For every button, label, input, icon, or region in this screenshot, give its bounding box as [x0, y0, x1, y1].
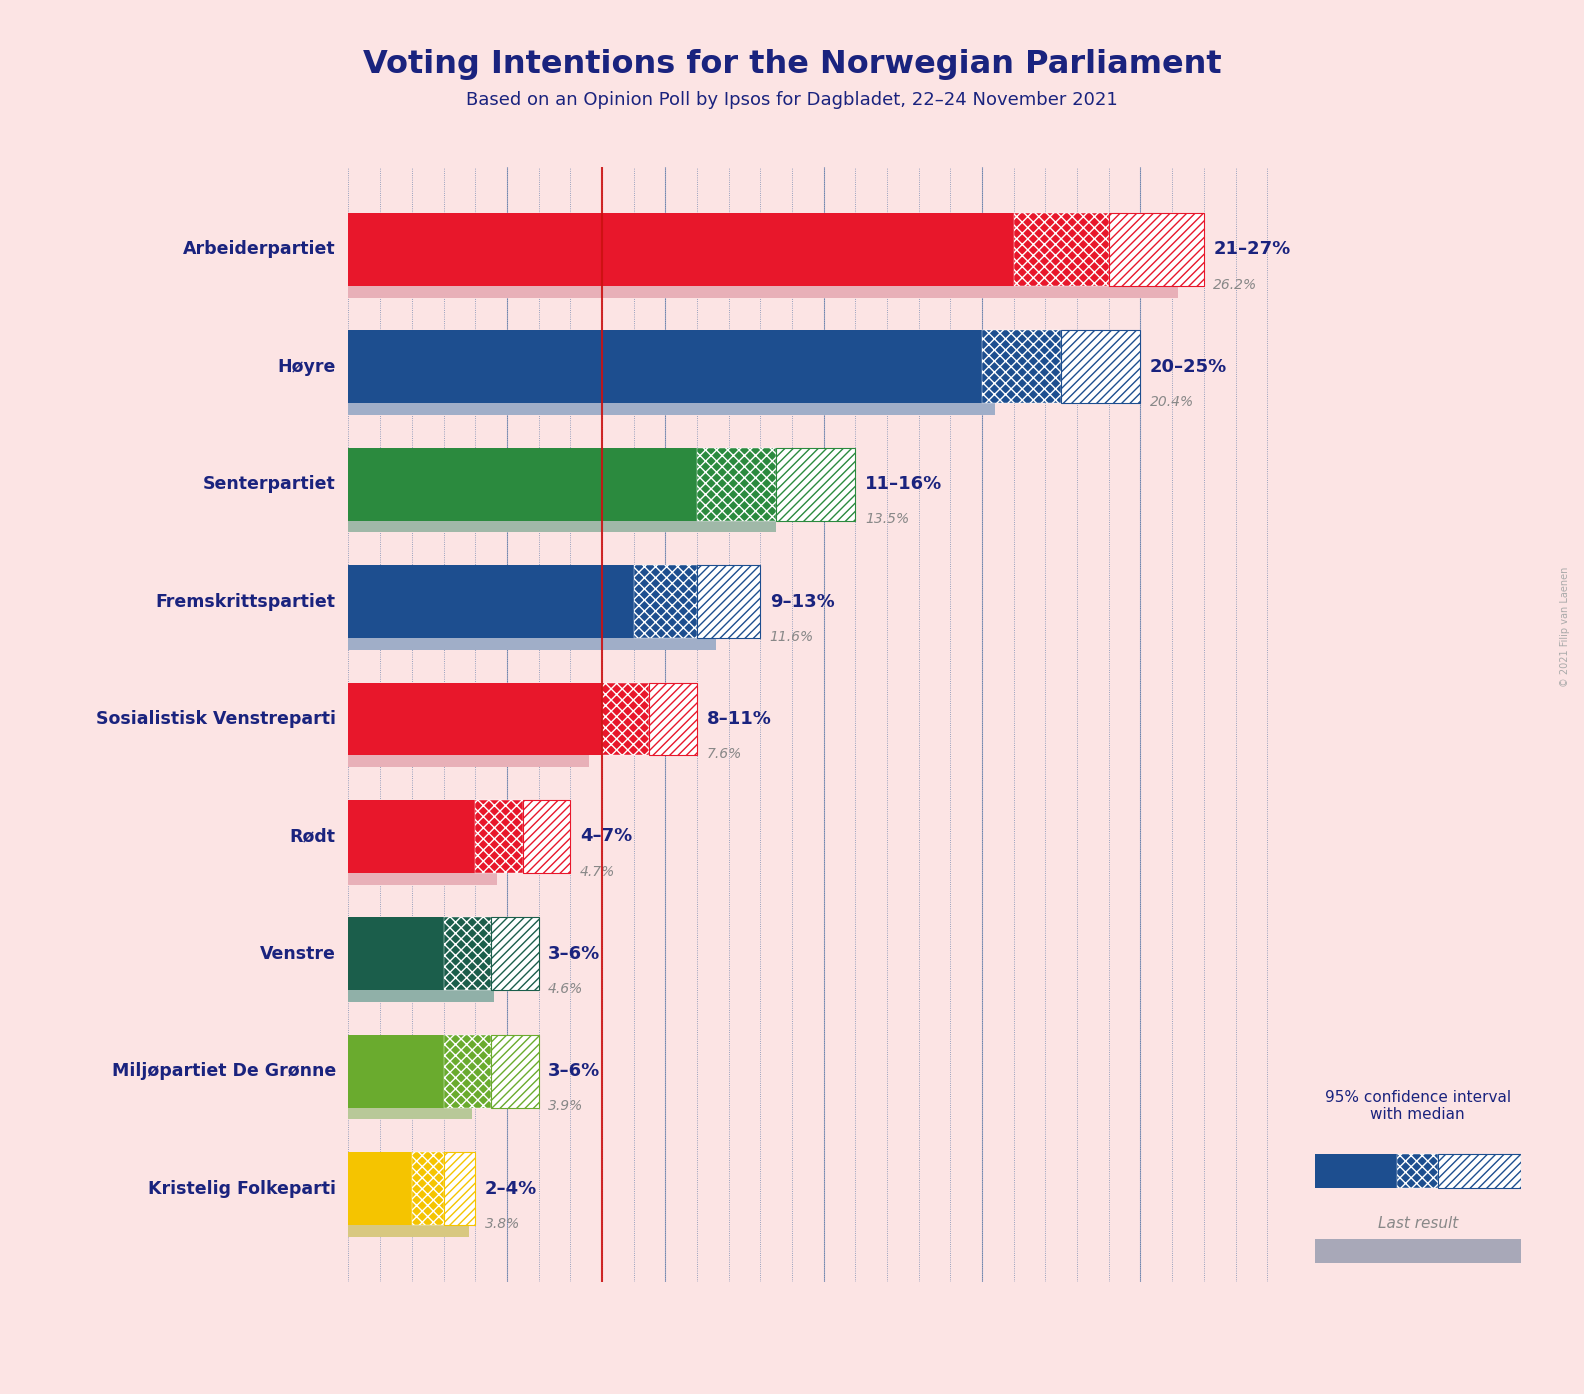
Bar — [444, 917, 491, 990]
Bar — [1315, 1154, 1397, 1188]
Bar — [1315, 1239, 1521, 1263]
Bar — [348, 1153, 412, 1225]
Bar — [1061, 330, 1140, 403]
Text: Venstre: Venstre — [260, 945, 336, 963]
Text: 11–16%: 11–16% — [865, 475, 942, 493]
Text: Høyre: Høyre — [277, 358, 336, 376]
Text: 4.6%: 4.6% — [548, 981, 583, 995]
Bar — [444, 1034, 491, 1108]
Text: 20–25%: 20–25% — [1150, 358, 1228, 376]
Text: Based on an Opinion Poll by Ipsos for Dagbladet, 22–24 November 2021: Based on an Opinion Poll by Ipsos for Da… — [466, 91, 1118, 109]
Text: Voting Intentions for the Norwegian Parliament: Voting Intentions for the Norwegian Parl… — [363, 49, 1221, 79]
Bar — [348, 683, 602, 756]
Text: Miljøpartiet De Grønne: Miljøpartiet De Grønne — [111, 1062, 336, 1080]
Bar — [697, 447, 776, 520]
Bar — [982, 330, 1061, 403]
Text: 13.5%: 13.5% — [865, 513, 909, 527]
Bar — [348, 859, 497, 885]
Bar — [348, 565, 634, 638]
Text: Arbeiderpartiet: Arbeiderpartiet — [184, 240, 336, 258]
Bar — [348, 447, 697, 520]
Text: Last result: Last result — [1378, 1216, 1457, 1231]
Text: Rødt: Rødt — [290, 828, 336, 845]
Bar — [348, 272, 1178, 297]
Bar — [348, 506, 776, 533]
Bar — [348, 800, 475, 873]
Bar — [348, 976, 494, 1002]
Bar — [776, 447, 855, 520]
Text: 4.7%: 4.7% — [580, 864, 615, 878]
Bar — [602, 683, 649, 756]
Text: 3.9%: 3.9% — [548, 1100, 583, 1114]
Text: 11.6%: 11.6% — [770, 630, 814, 644]
Bar — [348, 213, 1014, 286]
Text: © 2021 Filip van Laenen: © 2021 Filip van Laenen — [1560, 567, 1570, 687]
Bar — [649, 683, 697, 756]
Text: Sosialistisk Venstreparti: Sosialistisk Venstreparti — [95, 710, 336, 728]
Bar — [1438, 1154, 1521, 1188]
Bar — [348, 742, 589, 767]
Bar — [348, 1093, 472, 1119]
Text: 2–4%: 2–4% — [485, 1179, 537, 1197]
Bar — [412, 1153, 444, 1225]
Text: 26.2%: 26.2% — [1213, 277, 1258, 291]
Bar — [1397, 1154, 1438, 1188]
Text: 9–13%: 9–13% — [770, 592, 835, 611]
Text: 20.4%: 20.4% — [1150, 395, 1194, 408]
Bar — [634, 565, 697, 638]
Text: Fremskrittspartiet: Fremskrittspartiet — [155, 592, 336, 611]
Bar — [348, 1211, 469, 1236]
Text: 95% confidence interval
with median: 95% confidence interval with median — [1324, 1090, 1511, 1122]
Bar — [348, 625, 716, 650]
Bar — [348, 389, 995, 415]
Bar — [491, 1034, 539, 1108]
Bar — [348, 917, 444, 990]
Text: 3.8%: 3.8% — [485, 1217, 520, 1231]
Text: Senterpartiet: Senterpartiet — [203, 475, 336, 493]
Bar — [1109, 213, 1204, 286]
Bar — [475, 800, 523, 873]
Text: 21–27%: 21–27% — [1213, 240, 1291, 258]
Bar — [348, 1034, 444, 1108]
Bar — [1014, 213, 1109, 286]
Bar — [348, 330, 982, 403]
Bar — [444, 1153, 475, 1225]
Bar — [697, 565, 760, 638]
Bar — [491, 917, 539, 990]
Text: 8–11%: 8–11% — [706, 710, 771, 728]
Text: 3–6%: 3–6% — [548, 1062, 600, 1080]
Text: 7.6%: 7.6% — [706, 747, 741, 761]
Bar — [523, 800, 570, 873]
Text: 3–6%: 3–6% — [548, 945, 600, 963]
Text: 4–7%: 4–7% — [580, 828, 632, 845]
Text: Kristelig Folkeparti: Kristelig Folkeparti — [147, 1179, 336, 1197]
